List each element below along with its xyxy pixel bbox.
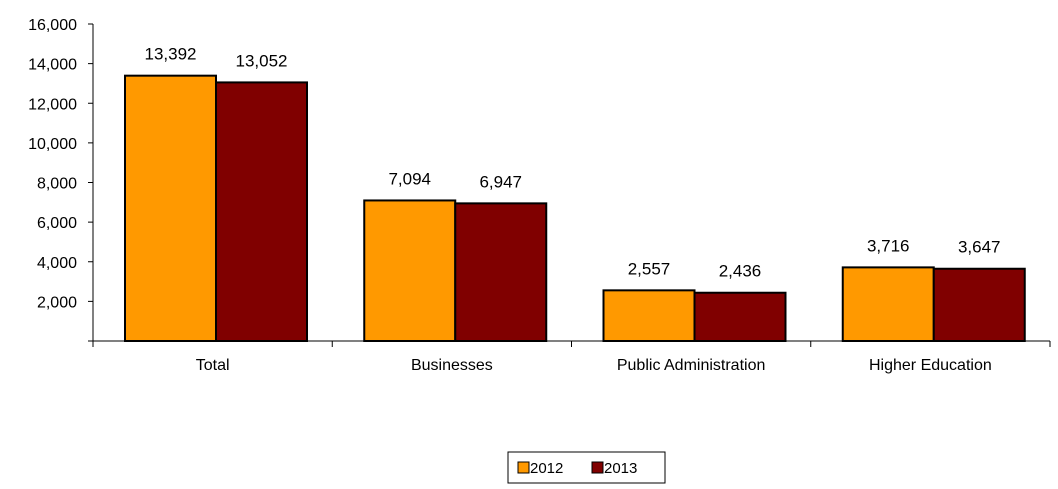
bar-2013-3	[932, 267, 1026, 342]
legend: 2012 2013	[507, 451, 666, 484]
bar-2012-3	[841, 266, 935, 342]
bar-2012-1	[363, 199, 457, 342]
data-label: 3,647	[958, 238, 1001, 257]
data-label: 6,947	[479, 172, 522, 191]
y-tick-label: 10,000	[28, 136, 77, 153]
data-label: 2,436	[719, 262, 762, 281]
x-category-label: Businesses	[411, 357, 493, 374]
legend-swatch-2012	[517, 461, 530, 474]
data-label: 7,094	[388, 169, 431, 188]
bars	[124, 74, 1026, 343]
legend-label: 2013	[604, 460, 637, 477]
y-tick-label: 16,000	[28, 17, 77, 34]
y-tick-label: 2,000	[37, 294, 77, 311]
data-label: 13,052	[236, 51, 288, 70]
bar-2012-0	[124, 74, 217, 343]
data-label: 2,557	[628, 259, 671, 278]
legend-label: 2012	[530, 460, 563, 477]
bar-2013-1	[454, 202, 548, 342]
data-label: 3,716	[867, 236, 910, 255]
bar-2013-0	[215, 81, 308, 342]
y-tick-label: 12,000	[28, 96, 77, 113]
x-category-label: Total	[196, 357, 230, 374]
labels: 2,000 4,000 6,000 8,000 10,000 12,000 14,000 16…	[28, 17, 1000, 374]
bar-2012-2	[602, 289, 696, 343]
x-category-label: Higher Education	[869, 357, 992, 374]
x-category-label: Public Administration	[617, 357, 766, 374]
y-tick-label: 6,000	[37, 215, 77, 232]
data-label: 13,392	[145, 45, 197, 64]
y-tick-label: 8,000	[37, 176, 77, 193]
legend-swatch-2013	[591, 461, 604, 474]
legend-box	[507, 451, 666, 484]
y-tick-label: 4,000	[37, 255, 77, 272]
y-tick-label: 14,000	[28, 57, 77, 74]
bar-2013-2	[693, 291, 787, 343]
